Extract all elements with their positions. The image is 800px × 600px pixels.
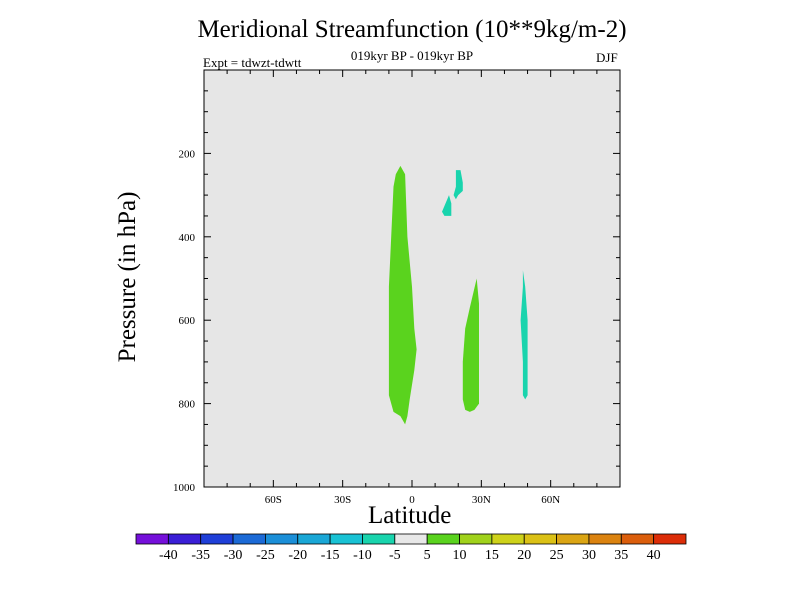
y-tick-label: 200	[179, 148, 196, 160]
colorbar-box	[362, 533, 396, 545]
colorbar-label: 35	[614, 548, 628, 563]
colorbar-label: -20	[288, 548, 307, 563]
colorbar-box	[653, 533, 687, 545]
colorbar-label: 25	[550, 548, 564, 563]
region-negative-cell-16n	[442, 195, 452, 216]
x-tick-label: 0	[409, 494, 415, 506]
x-tick-label: 60N	[541, 494, 560, 506]
colorbar-labels: -40 -35 -30 -25 -20 -15 -10 -5 5 10 15 20 25 30 35 40	[159, 548, 661, 563]
chart-title: Meridional Streamfunction (10**9kg/m-2)	[197, 16, 627, 43]
colorbar-box	[232, 533, 266, 545]
x-tick-label: 30S	[334, 494, 351, 506]
colorbar-box	[491, 533, 525, 545]
colorbar-label: 15	[485, 548, 499, 563]
x-tick-label: 60S	[265, 494, 282, 506]
colorbar-box	[588, 533, 622, 545]
colorbar-label: 40	[647, 548, 661, 563]
colorbar-box	[426, 533, 460, 545]
colorbar-box	[329, 533, 363, 545]
colorbar-label: -40	[159, 548, 178, 563]
y-tick-label: 600	[179, 315, 196, 327]
season-label: DJF	[596, 50, 618, 65]
x-axis-label: Latitude	[368, 502, 452, 529]
colorbar-box	[523, 533, 557, 545]
colorbar-label: 20	[517, 548, 531, 563]
colorbar-box	[167, 533, 202, 545]
colorbar-box	[394, 533, 428, 545]
axis-tick-labels: 60S 30S 0 30N 60N 200 400 600 800 1000	[173, 148, 560, 506]
period-label: 019kyr BP - 019kyr BP	[350, 48, 474, 63]
colorbar-label: 10	[453, 548, 467, 563]
colorbar-box	[265, 533, 299, 545]
axis-ticks	[204, 70, 620, 488]
colorbar-label: -10	[353, 548, 372, 563]
colorbar-label: -5	[389, 548, 401, 563]
region-negative-cell-20n-upper	[453, 170, 463, 200]
colorbar-label: -25	[256, 548, 275, 563]
colorbar-box	[459, 533, 493, 545]
colorbar-label: -35	[191, 548, 210, 563]
colorbar-box	[297, 533, 331, 545]
colorbar-label: -30	[224, 548, 243, 563]
colorbar-label: -15	[321, 548, 340, 563]
region-negative-cell-48n	[520, 270, 528, 400]
experiment-label: Expt = tdwzt-tdwtt	[203, 55, 302, 70]
colorbar-boxes	[135, 533, 687, 545]
colorbar-label: 5	[424, 548, 431, 563]
plot-background	[204, 70, 620, 487]
contour-regions	[388, 165, 528, 425]
colorbar-box	[135, 533, 169, 545]
y-tick-label: 800	[179, 399, 196, 411]
colorbar-box	[556, 533, 590, 545]
region-positive-cell-equator	[388, 165, 417, 425]
colorbar-box	[620, 533, 655, 545]
region-positive-cell-25n	[462, 278, 479, 412]
y-tick-label: 400	[179, 232, 196, 244]
x-tick-label: 30N	[472, 494, 491, 506]
colorbar-label: 30	[582, 548, 596, 563]
colorbar-box	[200, 533, 234, 545]
y-tick-label: 1000	[173, 482, 196, 494]
